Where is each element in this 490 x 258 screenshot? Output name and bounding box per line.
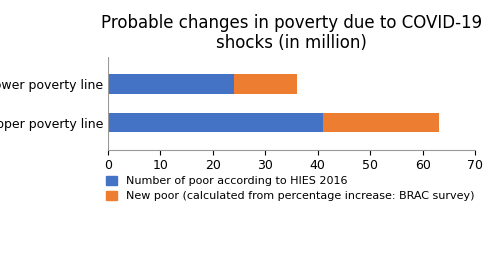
Bar <box>234 74 297 94</box>
Bar <box>323 113 439 132</box>
Bar <box>108 74 234 94</box>
Title: Probable changes in poverty due to COVID-19
shocks (in million): Probable changes in poverty due to COVID… <box>101 14 482 52</box>
Legend: Number of poor according to HIES 2016, New poor (calculated from percentage incr: Number of poor according to HIES 2016, N… <box>106 176 474 201</box>
Bar <box>108 113 323 132</box>
